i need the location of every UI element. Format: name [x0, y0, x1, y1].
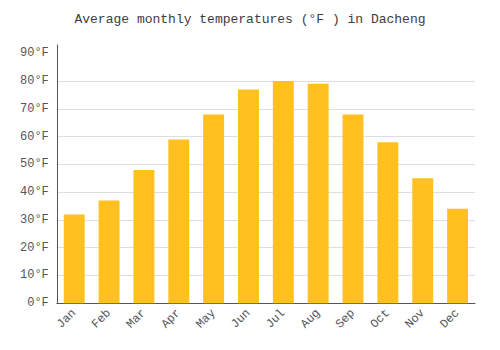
svg-text:0°F: 0°F [27, 296, 49, 310]
svg-text:Feb: Feb [89, 306, 114, 331]
svg-text:50°F: 50°F [20, 157, 49, 171]
svg-text:10°F: 10°F [20, 268, 49, 282]
svg-text:60°F: 60°F [20, 130, 49, 144]
svg-text:Jul: Jul [263, 306, 288, 331]
svg-text:40°F: 40°F [20, 185, 49, 199]
svg-text:90°F: 90°F [20, 46, 49, 60]
svg-text:Jan: Jan [54, 306, 79, 331]
svg-text:30°F: 30°F [20, 213, 49, 227]
svg-text:Average monthly temperatures (: Average monthly temperatures (°F ) in Da… [74, 12, 425, 27]
svg-text:May: May [193, 306, 218, 331]
svg-text:20°F: 20°F [20, 241, 49, 255]
svg-text:80°F: 80°F [20, 74, 49, 88]
svg-text:Dec: Dec [437, 306, 462, 331]
svg-text:Apr: Apr [159, 306, 184, 331]
svg-text:Sep: Sep [333, 306, 358, 331]
svg-text:Oct: Oct [368, 306, 393, 331]
svg-text:Aug: Aug [298, 306, 323, 331]
svg-text:Nov: Nov [403, 306, 428, 331]
svg-text:70°F: 70°F [20, 102, 49, 116]
svg-text:Jun: Jun [228, 306, 253, 331]
svg-text:Mar: Mar [124, 306, 149, 331]
